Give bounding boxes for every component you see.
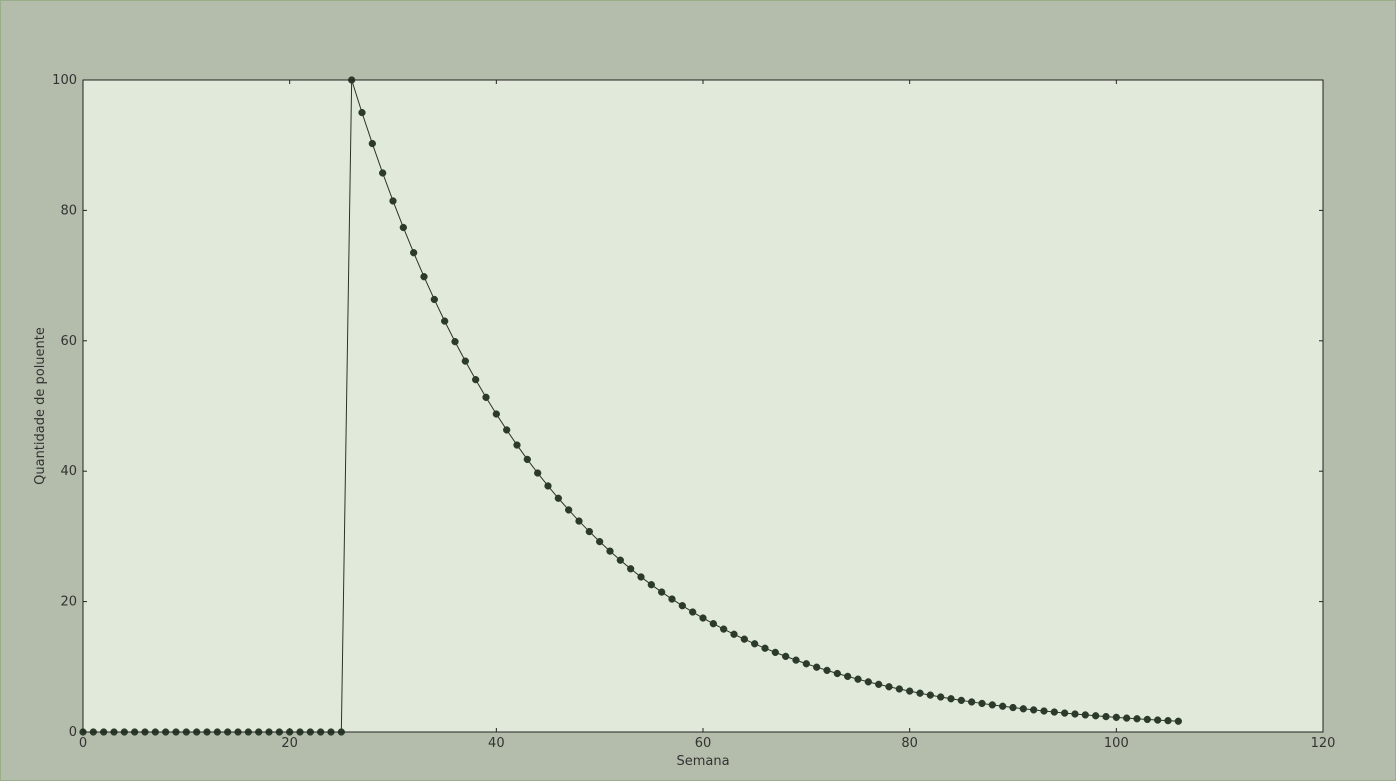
data-point xyxy=(461,357,469,365)
data-point xyxy=(1102,712,1110,721)
data-point xyxy=(844,672,852,681)
data-point xyxy=(1154,716,1162,724)
data-point xyxy=(823,666,831,675)
x-tick-label: 120 xyxy=(1311,736,1336,751)
data-point xyxy=(492,410,500,418)
data-point xyxy=(937,693,945,701)
data-point xyxy=(430,295,438,304)
data-point xyxy=(947,695,955,703)
data-point xyxy=(565,506,573,514)
data-point xyxy=(616,556,624,564)
data-point xyxy=(1030,706,1038,714)
data-point xyxy=(689,608,697,616)
data-point xyxy=(637,573,645,581)
data-point xyxy=(1040,707,1048,715)
data-point xyxy=(854,675,862,683)
data-point xyxy=(1061,709,1069,717)
data-point xyxy=(658,588,666,596)
tick-labels: 0 20 40 60 80 100 120 0 20 40 60 80 100 xyxy=(52,73,1335,751)
data-point xyxy=(358,108,366,117)
data-point xyxy=(534,469,542,477)
data-point xyxy=(916,689,924,697)
data-point xyxy=(554,494,562,502)
data-point xyxy=(957,696,965,705)
data-point xyxy=(833,669,841,678)
data-point xyxy=(1092,712,1100,720)
y-axis-label: Quantidade de poluente xyxy=(33,327,48,485)
data-point xyxy=(751,640,759,648)
data-point xyxy=(761,644,769,652)
data-point xyxy=(720,625,728,633)
data-point xyxy=(1164,717,1172,725)
data-point xyxy=(792,656,800,664)
data-point xyxy=(575,517,583,525)
data-point xyxy=(585,527,593,536)
data-point xyxy=(678,602,686,610)
x-tick-label: 0 xyxy=(79,736,87,751)
data-point xyxy=(864,678,872,686)
data-point xyxy=(782,652,790,661)
data-point xyxy=(368,139,376,148)
data-point xyxy=(451,338,459,346)
data-point xyxy=(999,702,1007,710)
x-tick-label: 60 xyxy=(695,736,712,751)
data-point xyxy=(627,565,635,573)
data-point xyxy=(596,537,604,546)
data-point xyxy=(1081,711,1089,719)
data-point xyxy=(895,685,903,693)
data-point xyxy=(988,701,996,709)
x-tick-label: 100 xyxy=(1104,736,1129,751)
data-point xyxy=(399,223,407,232)
data-point xyxy=(1071,710,1079,718)
data-point xyxy=(730,630,738,638)
data-point xyxy=(523,455,531,464)
x-tick-label: 20 xyxy=(281,736,298,751)
data-point xyxy=(441,317,449,325)
data-point xyxy=(1019,705,1027,713)
data-point xyxy=(1123,714,1131,722)
x-tick-label: 40 xyxy=(488,736,505,751)
data-point xyxy=(1174,717,1182,725)
data-point xyxy=(647,581,655,589)
data-point xyxy=(968,698,976,706)
data-point xyxy=(740,635,748,643)
y-tick-label: 100 xyxy=(52,73,77,88)
data-point xyxy=(410,249,418,257)
y-tick-label: 60 xyxy=(60,334,77,349)
plot-border xyxy=(82,79,1324,733)
data-point xyxy=(885,683,893,691)
data-point xyxy=(813,663,821,671)
data-point xyxy=(1133,715,1141,723)
y-tick-label: 40 xyxy=(60,464,77,479)
data-point xyxy=(699,614,707,622)
data-point xyxy=(544,482,552,490)
data-point xyxy=(875,680,883,688)
data-point xyxy=(709,620,717,628)
y-tick-label: 20 xyxy=(60,595,77,610)
data-point xyxy=(926,691,934,699)
data-point xyxy=(389,197,397,205)
data-point xyxy=(513,441,521,449)
data-point xyxy=(668,595,676,603)
data-point xyxy=(1050,708,1058,716)
data-point xyxy=(606,547,614,555)
data-point xyxy=(978,699,986,708)
data-point xyxy=(906,687,914,695)
data-point xyxy=(1112,713,1120,721)
data-point xyxy=(379,169,387,177)
data-point xyxy=(771,648,779,657)
data-point xyxy=(420,273,428,281)
x-axis-label: Semana xyxy=(676,754,729,769)
y-tick-label: 80 xyxy=(60,203,77,218)
data-point xyxy=(482,393,490,401)
data-point xyxy=(802,660,810,668)
y-tick-label: 0 xyxy=(69,725,77,740)
data-point xyxy=(503,426,511,434)
plot-area xyxy=(83,80,1323,732)
x-tick-label: 80 xyxy=(901,736,918,751)
data-point xyxy=(1143,715,1151,724)
data-point xyxy=(472,376,480,384)
data-point xyxy=(1009,703,1017,712)
